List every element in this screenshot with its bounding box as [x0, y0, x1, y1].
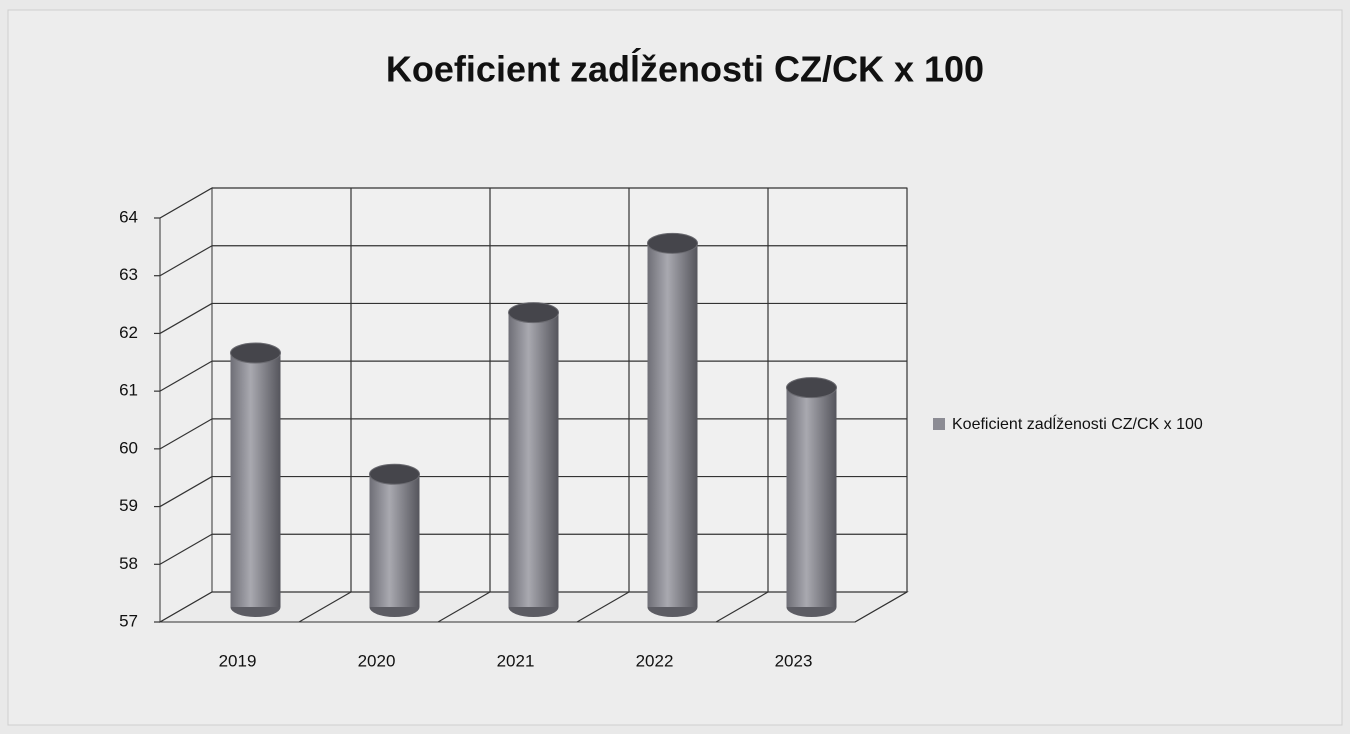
- y-tick-label: 64: [119, 207, 138, 226]
- x-tick-label: 2019: [219, 651, 257, 670]
- grid-line: [159, 245, 213, 277]
- legend-label: Koeficient zadĺženosti CZ/CK x 100: [952, 414, 1203, 433]
- grid-line: [159, 302, 213, 334]
- floor-divider: [576, 591, 630, 623]
- bar: [786, 377, 837, 617]
- x-tick-label: 2023: [775, 651, 813, 670]
- grid-line: [159, 533, 213, 565]
- grid-line: [159, 360, 213, 392]
- grid-line: [159, 476, 213, 508]
- y-tick-label: 58: [119, 554, 138, 573]
- side-wall: [159, 187, 213, 623]
- y-tick-label: 63: [119, 265, 138, 284]
- bar: [369, 463, 420, 617]
- bar: [230, 342, 281, 617]
- y-tick-label: 61: [119, 381, 138, 400]
- floor-divider: [437, 591, 491, 623]
- y-tick-label: 62: [119, 323, 138, 342]
- x-tick-label: 2022: [636, 651, 674, 670]
- x-tick-label: 2021: [497, 651, 535, 670]
- y-tick-label: 57: [119, 611, 138, 630]
- y-tick-label: 59: [119, 496, 138, 515]
- grid-line: [159, 187, 213, 219]
- x-tick-label: 2020: [358, 651, 396, 670]
- floor-divider: [715, 591, 769, 623]
- bar: [508, 302, 559, 617]
- chart-title: Koeficient zadĺženosti CZ/CK x 100: [386, 47, 984, 90]
- grid-line: [159, 591, 213, 623]
- bar: [647, 232, 698, 617]
- legend-swatch: [933, 418, 945, 430]
- floor-divider: [854, 591, 908, 623]
- y-tick-label: 60: [119, 438, 138, 457]
- floor-divider: [298, 591, 352, 623]
- grid-line: [159, 418, 213, 450]
